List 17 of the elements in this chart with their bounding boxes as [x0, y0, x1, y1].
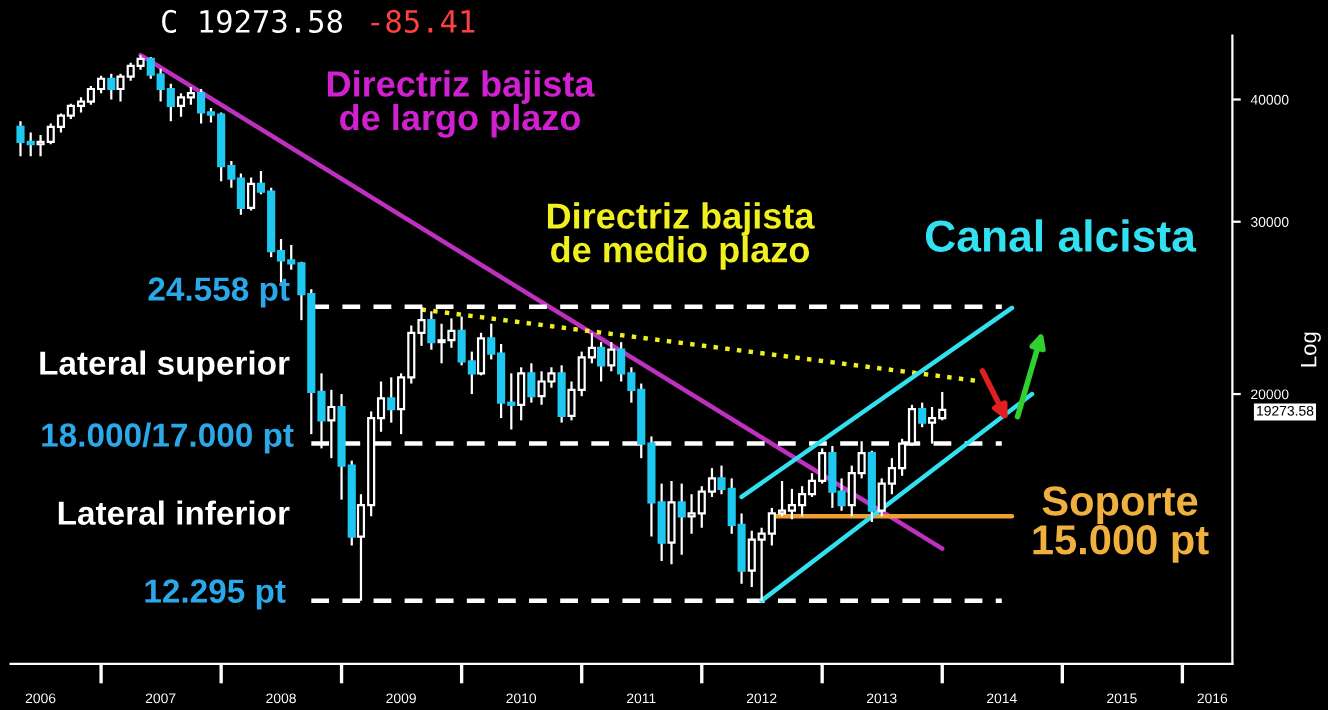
annotation: 18.000/17.000 pt — [42, 422, 294, 454]
annotation: Soporte 15.000 pt — [1033, 486, 1209, 563]
text: -85.41 — [371, 9, 475, 33]
annotation: Directriz bajista de medio plazo — [547, 202, 815, 270]
annotation: 24.558 pt — [148, 277, 290, 308]
annotation: Directriz bajista de largo plazo — [327, 70, 595, 138]
candlestick — [476, 331, 486, 377]
annotation: Canal alcista — [925, 219, 1197, 252]
annotation: Lateral superior — [40, 350, 290, 382]
text: C 19273.58 — [162, 9, 343, 33]
candlestick — [247, 176, 256, 212]
annotation: 12.295 pt — [145, 579, 286, 610]
y-axis-title: Log — [1300, 332, 1321, 367]
annotation: Lateral inferior — [58, 500, 290, 525]
candlestick — [667, 479, 676, 566]
candlestick — [517, 366, 526, 422]
candlestick — [607, 341, 616, 373]
